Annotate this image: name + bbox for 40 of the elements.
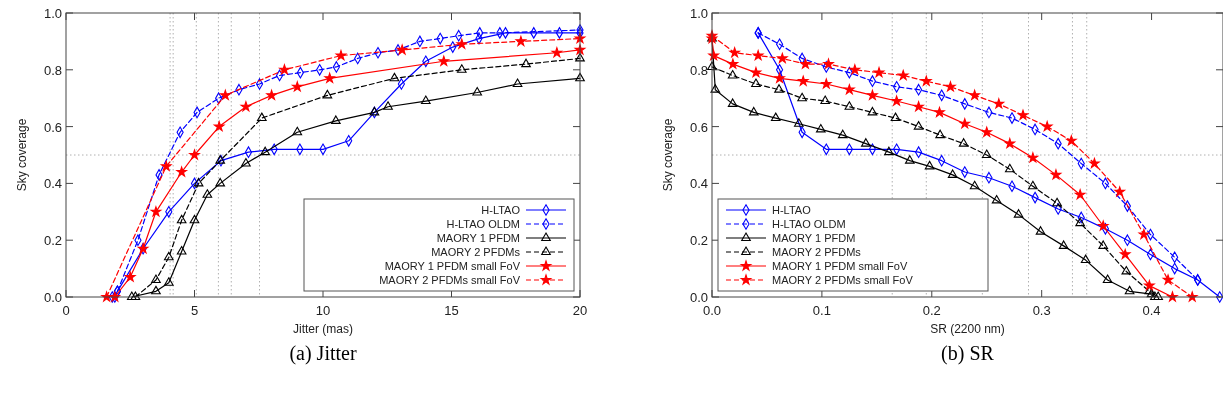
x-tick-label: 10 <box>315 303 331 318</box>
text: (a) Jitter <box>289 342 357 365</box>
legend-label: H-LTAO OLDM <box>772 218 846 230</box>
y-tick-label: 0.4 <box>689 176 708 192</box>
legend-label: MAORY 1 PFDM small FoV <box>384 260 521 272</box>
y-tick-label: 0.0 <box>689 290 708 305</box>
legend-label: MAORY 2 PFDMs small FoV <box>772 274 914 286</box>
y-tick-label: 0.2 <box>43 233 62 249</box>
x-tick-label: 0.4 <box>1142 303 1161 318</box>
legend-label: MAORY 2 PFDMs <box>431 246 521 258</box>
x-tick-label: 0.2 <box>922 303 941 318</box>
y-axis-title: Sky coverage <box>15 118 29 192</box>
x-axis-title: SR (2200 nm) <box>930 322 1005 336</box>
x-tick-label: 0.0 <box>702 303 722 318</box>
y-tick-label: 1.0 <box>43 6 62 21</box>
y-tick-label: 0.6 <box>43 119 62 135</box>
legend-label: MAORY 1 PFDM small FoV <box>772 260 908 272</box>
y-axis-title: Sky coverage <box>661 118 675 192</box>
x-tick-label: 0 <box>62 303 70 318</box>
legend-label: MAORY 1 PFDM <box>436 232 520 244</box>
legend-label: H-LTAO OLDM <box>446 218 520 230</box>
legend-label: H-LTAO <box>772 204 812 216</box>
x-tick-label: 5 <box>190 303 199 318</box>
x-tick-label: 15 <box>444 303 459 318</box>
y-tick-label: 0.6 <box>689 119 708 135</box>
legend-label: H-LTAO <box>481 204 521 216</box>
y-tick-label: 0.8 <box>43 62 62 78</box>
x-tick-label: 20 <box>572 303 588 318</box>
y-tick-label: 0.0 <box>43 290 62 305</box>
x-tick-label: 0.1 <box>812 303 831 318</box>
y-tick-label: 0.2 <box>689 233 708 249</box>
x-tick-label: 0.3 <box>1032 303 1051 318</box>
legend-label: MAORY 1 PFDM <box>772 232 856 244</box>
legend-label: MAORY 2 PFDMs small FoV <box>379 274 521 286</box>
text: (b) SR <box>941 342 995 365</box>
x-axis-title: Jitter (mas) <box>293 322 353 336</box>
legend-label: MAORY 2 PFDMs <box>772 246 862 258</box>
y-tick-label: 0.8 <box>689 62 708 78</box>
y-tick-label: 0.4 <box>43 176 62 192</box>
y-tick-label: 1.0 <box>689 6 708 21</box>
